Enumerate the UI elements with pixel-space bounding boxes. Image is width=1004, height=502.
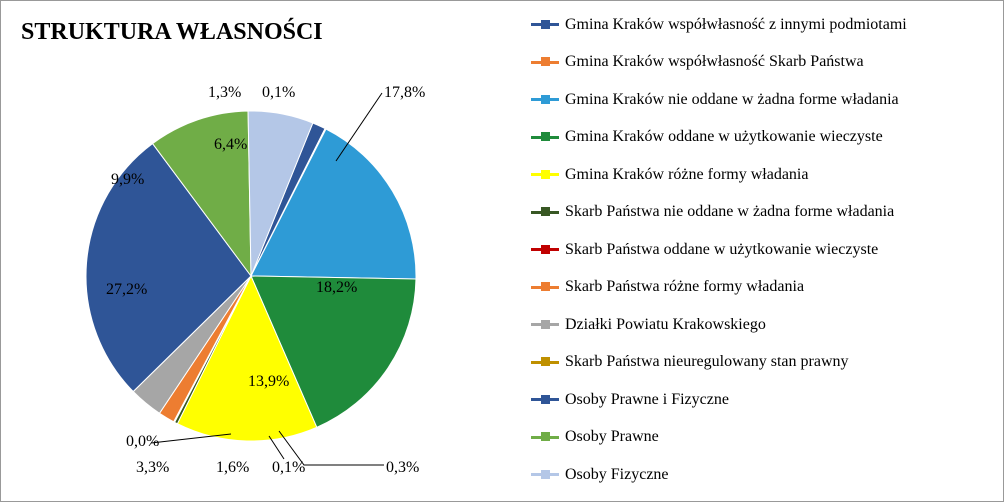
pct-label: 1,6% — [216, 459, 249, 477]
pie-svg — [26, 81, 506, 491]
legend-item: Osoby Prawne i Fizyczne — [531, 384, 991, 415]
chart-title: STRUKTURA WŁASNOŚCI — [21, 19, 323, 46]
legend-item: Skarb Państwa oddane w użytkowanie wiecz… — [531, 234, 991, 265]
legend-marker-icon — [531, 23, 559, 26]
legend-marker-icon — [531, 473, 559, 476]
pct-label: 3,3% — [136, 459, 169, 477]
legend-label: Gmina Kraków nie oddane w żadna forme wł… — [565, 91, 899, 109]
chart-container: STRUKTURA WŁASNOŚCI 1,3% 0,1% 17,8% 18,2% 13… — [0, 0, 1004, 502]
legend-marker-icon — [531, 398, 559, 401]
pct-label: 18,2% — [316, 279, 357, 297]
legend-label: Gmina Kraków różne formy władania — [565, 166, 808, 184]
legend-marker-icon — [531, 98, 559, 101]
pct-label: 6,4% — [214, 136, 247, 154]
legend-item: Gmina Kraków nie oddane w żadna forme wł… — [531, 84, 991, 115]
pct-label: 27,2% — [106, 281, 147, 299]
legend-item: Osoby Fizyczne — [531, 459, 991, 490]
legend-marker-icon — [531, 248, 559, 251]
legend-item: Gmina Kraków oddane w użytkowanie wieczy… — [531, 122, 991, 153]
legend-label: Osoby Prawne — [565, 428, 659, 446]
legend-marker-icon — [531, 136, 559, 139]
legend-label: Gmina Kraków współwłasność z innymi podm… — [565, 16, 907, 34]
pct-label: 13,9% — [248, 373, 289, 391]
legend-item: Skarb Państwa różne formy władania — [531, 272, 991, 303]
pct-label: 9,9% — [111, 171, 144, 189]
legend-label: Działki Powiatu Krakowskiego — [565, 316, 766, 334]
pct-label: 0,1% — [272, 459, 305, 477]
legend-marker-icon — [531, 436, 559, 439]
legend-label: Skarb Państwa różne formy władania — [565, 278, 804, 296]
legend-label: Osoby Fizyczne — [565, 466, 669, 484]
legend-item: Gmina Kraków różne formy władania — [531, 159, 991, 190]
legend-item: Gmina Kraków współwłasność Skarb Państwa — [531, 47, 991, 78]
legend-label: Osoby Prawne i Fizyczne — [565, 391, 729, 409]
legend-marker-icon — [531, 361, 559, 364]
legend-marker-icon — [531, 173, 559, 176]
legend-label: Skarb Państwa oddane w użytkowanie wiecz… — [565, 241, 878, 259]
legend-label: Gmina Kraków oddane w użytkowanie wieczy… — [565, 128, 883, 146]
legend-item: Skarb Państwa nie oddane w żadna forme w… — [531, 197, 991, 228]
pct-label: 0,3% — [386, 459, 419, 477]
legend-label: Gmina Kraków współwłasność Skarb Państwa — [565, 53, 864, 71]
pct-label: 0,0% — [126, 433, 159, 451]
pct-label: 1,3% — [208, 84, 241, 102]
pct-label: 0,1% — [262, 84, 295, 102]
legend-item: Działki Powiatu Krakowskiego — [531, 309, 991, 340]
legend-item: Osoby Prawne — [531, 422, 991, 453]
legend-marker-icon — [531, 286, 559, 289]
legend-label: Skarb Państwa nie oddane w żadna forme w… — [565, 203, 894, 221]
legend-item: Gmina Kraków współwłasność z innymi podm… — [531, 9, 991, 40]
legend-label: Skarb Państwa nieuregulowany stan prawny — [565, 353, 849, 371]
legend: Gmina Kraków współwłasność z innymi podm… — [531, 9, 991, 497]
leader-line — [151, 434, 231, 443]
legend-marker-icon — [531, 211, 559, 214]
legend-marker-icon — [531, 61, 559, 64]
pct-label: 17,8% — [384, 84, 425, 102]
legend-item: Skarb Państwa nieuregulowany stan prawny — [531, 347, 991, 378]
legend-marker-icon — [531, 323, 559, 326]
pie-chart-area: 1,3% 0,1% 17,8% 18,2% 13,9% 0,3% 0,1% 1,6% 3,3% 0… — [26, 81, 506, 491]
